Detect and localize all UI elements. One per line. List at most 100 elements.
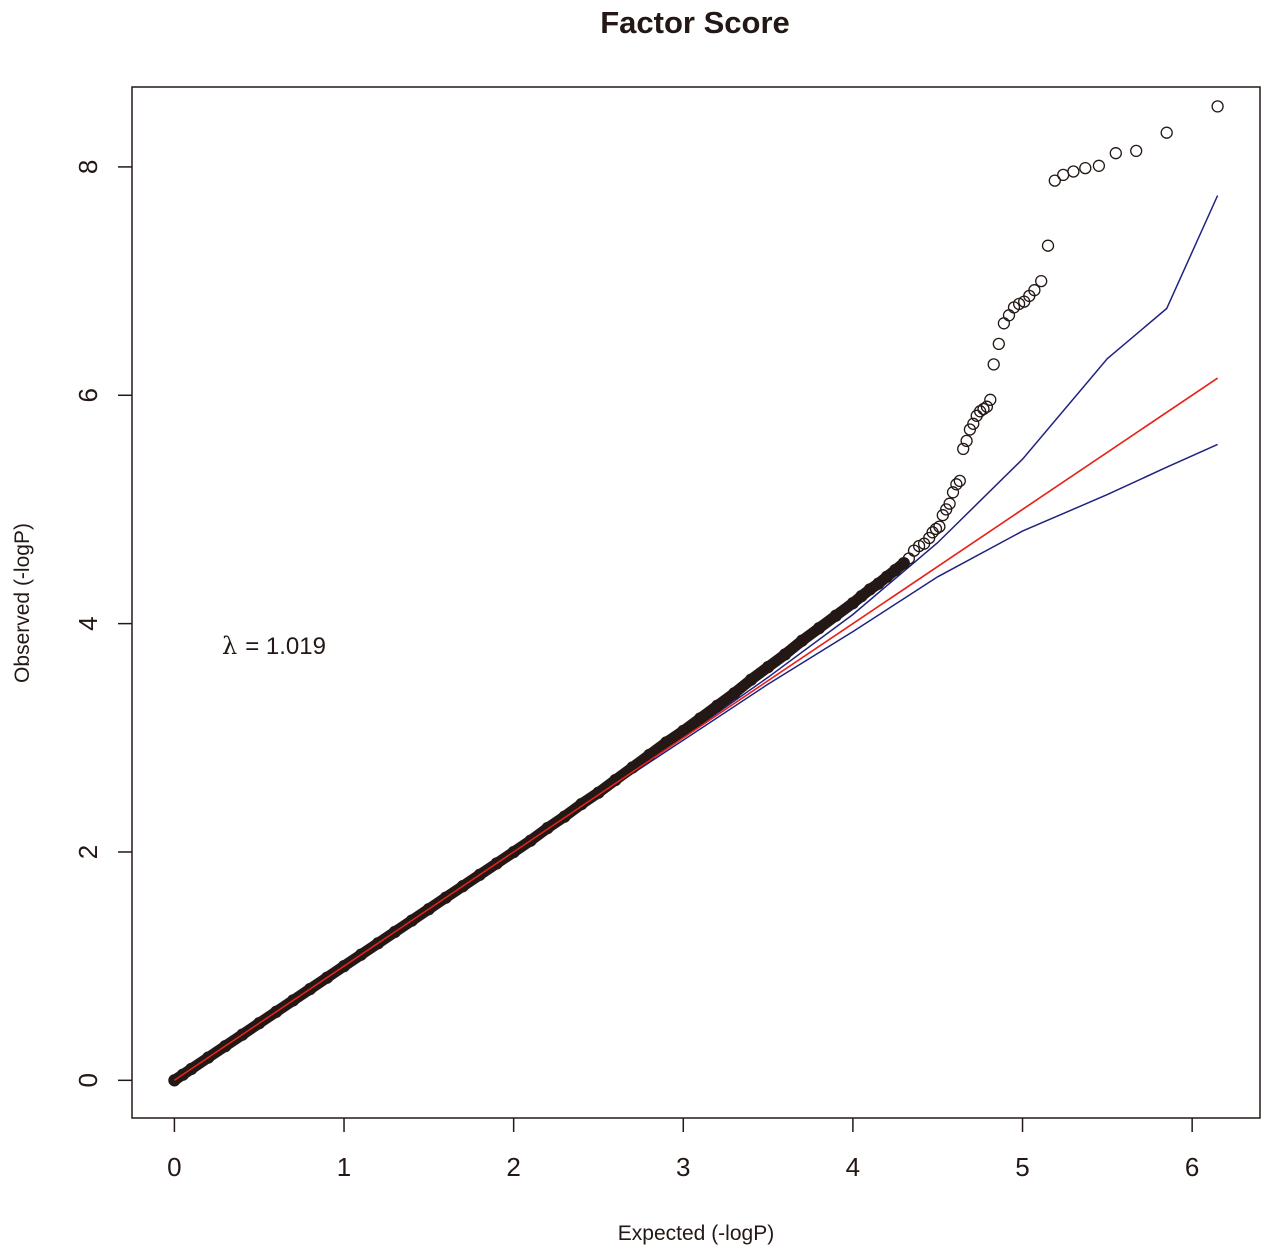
data-point [354,948,368,961]
data-point [202,1051,215,1064]
data-point [950,478,963,491]
x-axis: 0 1 2 3 4 5 6 [167,1118,1199,1182]
data-point [1028,284,1041,297]
data-point [984,393,997,406]
data-point [933,520,946,533]
data-point [490,857,503,870]
data-point [303,982,317,996]
data-point [422,902,435,916]
data-point [829,609,843,622]
data-point [1211,100,1224,113]
data-point [1002,309,1016,322]
y-tick-label-4: 8 [73,160,103,174]
data-point [936,509,949,522]
data-point [388,925,402,939]
y-tick-label-0: 0 [73,1073,103,1087]
data-point [1130,144,1143,158]
data-point [872,577,885,590]
data-point [541,821,554,835]
expected-diagonal-line-overlay [173,377,1219,1081]
data-point [236,1028,249,1041]
y-tick-label-1: 2 [73,845,103,859]
data-point [575,797,588,811]
x-tick-label-2: 2 [506,1152,520,1182]
data-point [456,880,469,893]
data-point [1160,126,1173,139]
data-point [337,959,351,973]
data-point [957,442,970,456]
y-tick-label-3: 6 [73,388,103,402]
data-point [1067,165,1080,178]
data-point [973,405,987,418]
data-point [761,660,775,674]
data-point [371,937,385,950]
data-point [980,400,994,413]
data-point [946,486,960,499]
data-point [997,317,1011,330]
data-point [253,1017,266,1030]
data-point [439,891,452,904]
data-point [405,914,419,927]
data-point [812,622,826,635]
data-point [711,699,724,712]
data-point [967,417,980,430]
data-point [992,337,1005,351]
data-point [960,434,973,448]
data-point [286,994,300,1007]
data-point [855,590,868,603]
data-point [929,522,943,536]
x-tick-label-3: 3 [676,1152,690,1182]
lambda-symbol: λ [222,632,237,660]
data-point [677,724,690,738]
x-tick-label-4: 4 [846,1152,860,1182]
data-point [1092,159,1106,172]
data-point [795,634,809,647]
lambda-annotation: λ = 1.019 [222,632,326,660]
data-point [863,583,877,596]
x-tick-label-5: 5 [1015,1152,1029,1182]
data-point [1035,274,1048,288]
data-point [778,648,792,661]
expected-lines [173,195,1219,1081]
lambda-value: = 1.019 [245,633,326,660]
data-point [953,474,966,488]
data-point [943,497,956,510]
x-tick-label-0: 0 [167,1152,181,1182]
data-point [592,786,605,799]
x-tick-label-6: 6 [1185,1152,1199,1182]
data-point [1079,161,1092,175]
data-point [524,834,537,847]
lower-confidence-line [173,443,1218,1081]
data-point [1109,147,1122,160]
chart-title: Factor Score [600,5,790,40]
data-point [270,1005,283,1018]
data-point [889,563,902,577]
data-point [1048,174,1061,187]
data-point [880,570,893,583]
x-axis-label: Expected (-logP) [618,1222,774,1245]
data-point [977,402,990,416]
data-point [320,971,334,984]
data-point [660,736,673,749]
data-point [176,1068,190,1081]
data-point [744,673,758,686]
data-point [219,1039,232,1053]
upper-confidence-line [173,195,1219,1081]
data-point [168,1074,181,1087]
data-point [558,810,571,823]
data-point [846,596,860,610]
y-axis: 0 2 4 6 8 [73,160,132,1088]
observed-points [168,100,1224,1087]
data-point [1057,168,1070,182]
x-tick-label-1: 1 [337,1152,351,1182]
data-point [694,712,707,725]
data-point [1041,239,1055,252]
data-point [728,687,741,700]
y-axis-label: Observed (-logP) [11,523,34,683]
data-point [987,358,1000,371]
plot-frame [131,86,1261,1119]
data-point [185,1062,198,1076]
data-point [473,868,486,881]
data-point [507,845,520,859]
